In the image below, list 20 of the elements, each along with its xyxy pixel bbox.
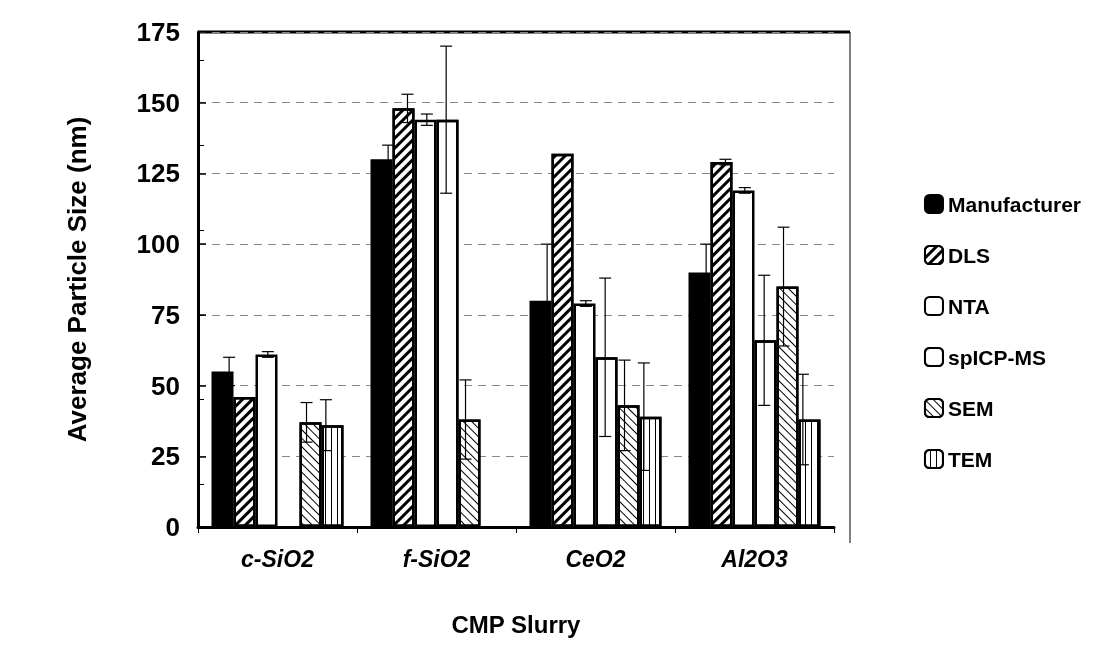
x-tick-label: f-SiO2 [402,545,471,572]
legend-label: SEM [947,396,994,420]
legend-label: spICP-MS [947,345,1046,369]
x-tick-label: c-SiO2 [241,545,315,572]
y-tick-label: 0 [165,512,180,542]
y-tick-label: 50 [151,370,180,401]
x-tick-label: Al2O3 [720,545,788,572]
x-tick-label: CeO2 [565,545,626,572]
y-tick-label: 25 [151,441,180,472]
y-tick-label: 75 [151,299,180,330]
y-axis-title: Average Particle Size (nm) [62,116,92,443]
y-tick-label: 150 [136,87,180,118]
y-tick-label: 100 [136,229,180,260]
legend-label: TEM [947,447,993,471]
legend-label: NTA [947,294,990,318]
x-axis-title: CMP Slurry [451,610,582,638]
y-tick-label: 175 [136,17,180,47]
legend-label: Manufacturer [947,192,1082,216]
legend-label: DLS [947,243,990,267]
y-tick-label: 125 [136,158,180,189]
